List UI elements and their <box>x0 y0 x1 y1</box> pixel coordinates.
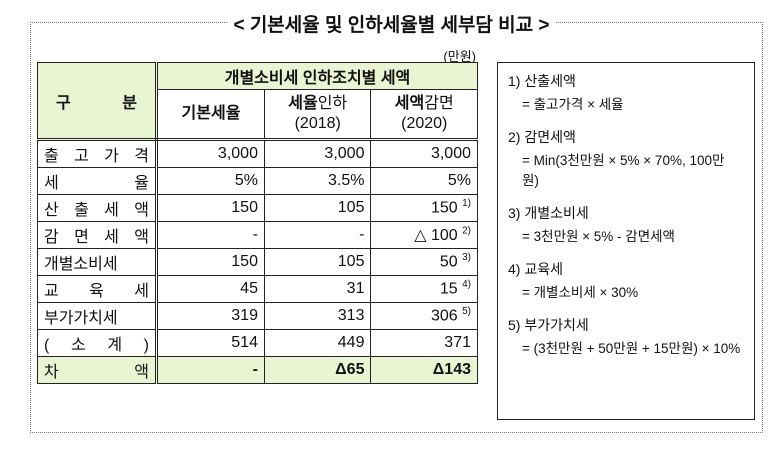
cell: - <box>156 221 265 249</box>
table-row: 감 면 세 액 - - △ 100 2) <box>37 221 478 249</box>
cell: 150 1) <box>370 194 478 222</box>
cell: 15 4) <box>370 275 478 303</box>
row-label: 출 고 가 격 <box>37 139 158 168</box>
cell: 371 <box>370 329 478 357</box>
cell: 5% <box>156 167 265 195</box>
cell: Δ143 <box>370 356 478 384</box>
cell: 50 3) <box>370 248 478 276</box>
cell: 313 <box>263 302 372 330</box>
cell: Δ65 <box>263 356 372 384</box>
table-row: ( 소 계 ) 514 449 371 <box>37 329 478 357</box>
note-formula: = 3천만원 × 5% - 감면세액 <box>522 229 675 244</box>
note-title: 5) 부가가치세 <box>508 317 589 333</box>
column-header-text: 감면 <box>424 95 454 112</box>
cell-value: 150 <box>430 199 458 217</box>
column-header-bold: 세액 <box>394 95 425 112</box>
table-row: 출 고 가 격 3,000 3,000 3,000 <box>37 139 478 168</box>
column-header: 세액감면 (2020) <box>370 89 478 141</box>
category-header: 구 분 <box>37 62 158 141</box>
note-formula: = (3천만원 + 50만원 + 15만원) × 10% <box>522 341 741 356</box>
header-row: 기본세율 세율인하 (2018) 세액감면 (2020) <box>38 89 478 141</box>
cell-note: 2) <box>462 225 471 237</box>
cell-value: 306 <box>430 307 458 325</box>
note-formula: = 출고가격 × 세율 <box>522 97 624 112</box>
cell: 514 <box>156 329 265 357</box>
cell-value: 15 <box>439 280 458 298</box>
header-row: 구 분 개별소비세 인하조치별 세액 <box>37 62 478 141</box>
table-row: 세 율 5% 3.5% 5% <box>37 167 478 195</box>
row-label: 산 출 세 액 <box>37 194 158 222</box>
group-header: 개별소비세 인하조치별 세액 <box>156 62 478 90</box>
column-header-bold: 세율 <box>288 95 318 112</box>
cell-note: 1) <box>462 198 471 210</box>
note: 3) 개별소비세 = 3천만원 × 5% - 감면세액 <box>508 203 744 247</box>
note-title: 4) 교육세 <box>508 261 563 277</box>
note-title: 3) 개별소비세 <box>508 205 589 221</box>
note-title: 2) 감면세액 <box>508 129 576 145</box>
note-formula: = 개별소비세 × 30% <box>522 285 639 300</box>
column-header-bold: 기본세율 <box>181 105 241 122</box>
cell: 150 <box>156 248 265 276</box>
row-label: 감 면 세 액 <box>37 221 158 249</box>
note: 2) 감면세액 = Min(3천만원 × 5% × 70%, 100만 원) <box>508 127 744 191</box>
cell: - <box>263 221 372 249</box>
note: 1) 산출세액 = 출고가격 × 세율 <box>508 71 744 115</box>
note: 5) 부가가치세 = (3천만원 + 50만원 + 15만원) × 10% <box>508 315 744 359</box>
note-formula: = Min(3천만원 × 5% × 70%, 100만 원) <box>522 153 725 188</box>
cell: 5% <box>370 167 478 195</box>
cell: 105 <box>263 194 372 222</box>
table: 구 분 개별소비세 인하조치별 세액 기본세율 세율인하 (2018) 세액감면 (2020… <box>37 62 478 384</box>
table-row: 교 육 세 45 31 15 4) <box>37 275 478 303</box>
column-header: 세율인하 (2018) <box>263 89 372 141</box>
table-row: 부가가치세 319 313 306 5) <box>37 302 478 330</box>
column-header: 기본세율 <box>156 89 265 141</box>
row-label: 차 액 <box>37 356 158 384</box>
title: < 기본세율 및 인하세율별 세부담 비교 > <box>0 10 783 37</box>
row-label: 부가가치세 <box>37 302 158 330</box>
row-label: ( 소 계 ) <box>37 329 158 357</box>
cell-value: △ 100 <box>414 227 458 244</box>
cell: 3,000 <box>263 139 372 168</box>
cell: △ 100 2) <box>370 221 478 249</box>
note: 4) 교육세 = 개별소비세 × 30% <box>508 259 744 303</box>
cell: 45 <box>156 275 265 303</box>
table-row: 개별소비세 150 105 50 3) <box>37 248 478 276</box>
cell-note: 3) <box>462 252 471 264</box>
row-label: 교 육 세 <box>37 275 158 303</box>
row-label: 개별소비세 <box>37 248 158 276</box>
note-title: 1) 산출세액 <box>508 73 576 89</box>
cell: 3,000 <box>370 139 478 168</box>
row-label: 세 율 <box>37 167 158 195</box>
cell: 3,000 <box>156 139 265 168</box>
column-header-text: 인하 <box>317 95 348 112</box>
cell-value: 50 <box>439 253 458 271</box>
column-header-year: (2018) <box>294 115 341 132</box>
cell: 306 5) <box>370 302 478 330</box>
cell-note: 5) <box>462 306 471 318</box>
cell: 319 <box>156 302 265 330</box>
cell: 31 <box>263 275 372 303</box>
notes: 1) 산출세액 = 출고가격 × 세율 2) 감면세액 = Min(3천만원 × 5%… <box>497 62 755 420</box>
table-row: 차 액 - Δ65 Δ143 <box>37 356 478 384</box>
cell: 150 <box>156 194 265 222</box>
title-text: < 기본세율 및 인하세율별 세부담 비교 > <box>227 15 556 36</box>
column-header-year: (2020) <box>401 115 448 132</box>
unit: (만원) <box>443 49 476 64</box>
cell-note: 4) <box>462 279 471 291</box>
cell: 105 <box>263 248 372 276</box>
cell: 449 <box>263 329 372 357</box>
table-row: 산 출 세 액 150 105 150 1) <box>37 194 478 222</box>
cell: - <box>156 356 265 384</box>
cell: 3.5% <box>263 167 372 195</box>
